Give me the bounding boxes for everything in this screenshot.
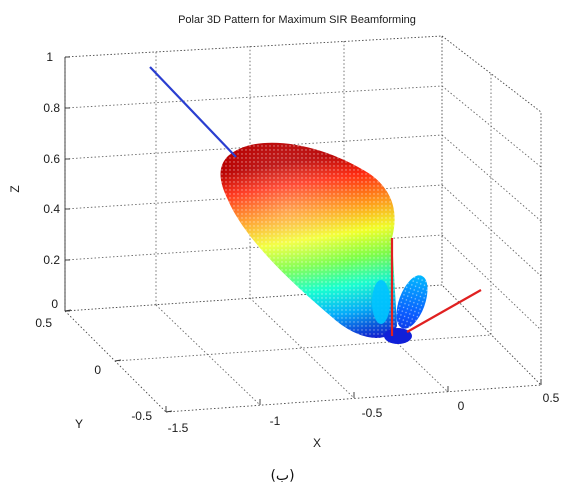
z-tick-label: 0.6 bbox=[43, 152, 60, 166]
z-tick-label: 0 bbox=[51, 297, 58, 311]
x-tick-label: -1.5 bbox=[168, 421, 189, 435]
main-lobe bbox=[220, 142, 397, 338]
x-tick-label: 0 bbox=[458, 399, 465, 413]
z-tick-label: 1 bbox=[46, 50, 53, 64]
x-axis: -1.5 -1 -0.5 0 0.5 X bbox=[165, 379, 560, 450]
side-lobes bbox=[372, 275, 428, 344]
x-tick-label: 0.5 bbox=[543, 391, 560, 405]
y-axis-label: Y bbox=[75, 417, 83, 431]
z-tick-label: 0.8 bbox=[43, 101, 60, 115]
y-axis: 0.5 0 -0.5 Y bbox=[35, 309, 173, 431]
floor-grid bbox=[64, 291, 542, 413]
y-tick-label: 0 bbox=[94, 363, 101, 377]
z-tick-label: 0.2 bbox=[43, 253, 60, 267]
z-axis: 1 0.8 0.6 0.4 0.2 0 Z bbox=[8, 50, 70, 312]
interference-line-diagonal bbox=[406, 289, 482, 333]
z-axis-label: Z bbox=[8, 185, 22, 192]
desired-direction-line bbox=[149, 66, 237, 158]
x-tick-label: -0.5 bbox=[362, 406, 383, 420]
figure-caption: (ب) bbox=[270, 468, 295, 484]
y-tick-label: 0.5 bbox=[35, 316, 52, 330]
x-axis-label: X bbox=[313, 436, 321, 450]
side-wall-grid bbox=[441, 35, 542, 387]
x-tick-label: -1 bbox=[270, 414, 281, 428]
chart-title: Polar 3D Pattern for Maximum SIR Beamfor… bbox=[178, 14, 416, 26]
z-tick-label: 0.4 bbox=[43, 202, 60, 216]
y-tick-label: -0.5 bbox=[131, 409, 152, 423]
